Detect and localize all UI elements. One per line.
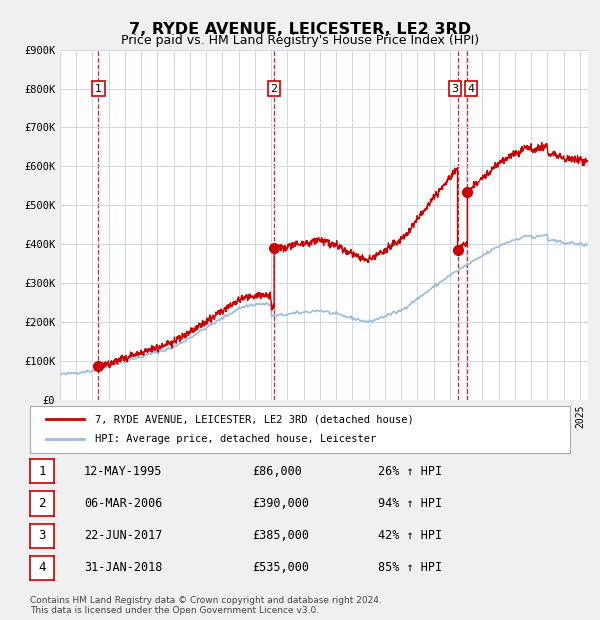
Text: 4: 4 bbox=[467, 84, 475, 94]
Text: 26% ↑ HPI: 26% ↑ HPI bbox=[378, 465, 442, 478]
Text: 1: 1 bbox=[38, 465, 46, 478]
Text: 4: 4 bbox=[38, 562, 46, 575]
Text: 42% ↑ HPI: 42% ↑ HPI bbox=[378, 529, 442, 542]
Text: 31-JAN-2018: 31-JAN-2018 bbox=[84, 562, 163, 575]
Text: 12-MAY-1995: 12-MAY-1995 bbox=[84, 465, 163, 478]
Text: 06-MAR-2006: 06-MAR-2006 bbox=[84, 497, 163, 510]
Text: 85% ↑ HPI: 85% ↑ HPI bbox=[378, 562, 442, 575]
Text: £86,000: £86,000 bbox=[252, 465, 302, 478]
Text: 7, RYDE AVENUE, LEICESTER, LE2 3RD (detached house): 7, RYDE AVENUE, LEICESTER, LE2 3RD (deta… bbox=[95, 414, 413, 424]
Text: 3: 3 bbox=[38, 529, 46, 542]
Text: 1: 1 bbox=[95, 84, 102, 94]
Text: 22-JUN-2017: 22-JUN-2017 bbox=[84, 529, 163, 542]
Text: 94% ↑ HPI: 94% ↑ HPI bbox=[378, 497, 442, 510]
Text: HPI: Average price, detached house, Leicester: HPI: Average price, detached house, Leic… bbox=[95, 433, 376, 444]
Text: 7, RYDE AVENUE, LEICESTER, LE2 3RD: 7, RYDE AVENUE, LEICESTER, LE2 3RD bbox=[129, 22, 471, 37]
Text: £385,000: £385,000 bbox=[252, 529, 309, 542]
Text: 3: 3 bbox=[451, 84, 458, 94]
Text: Price paid vs. HM Land Registry's House Price Index (HPI): Price paid vs. HM Land Registry's House … bbox=[121, 34, 479, 47]
Text: 2: 2 bbox=[38, 497, 46, 510]
Text: £535,000: £535,000 bbox=[252, 562, 309, 575]
Text: Contains HM Land Registry data © Crown copyright and database right 2024.
This d: Contains HM Land Registry data © Crown c… bbox=[30, 596, 382, 615]
Text: £390,000: £390,000 bbox=[252, 497, 309, 510]
Text: 2: 2 bbox=[271, 84, 278, 94]
